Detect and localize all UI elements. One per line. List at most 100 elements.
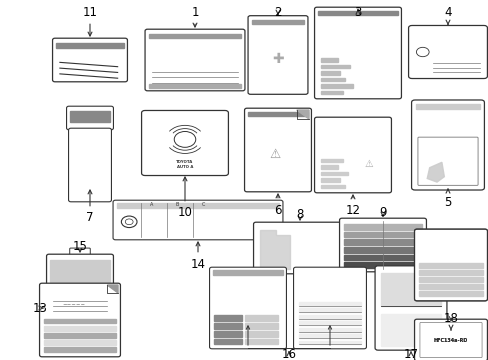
Text: B: B bbox=[176, 202, 179, 207]
Text: 5: 5 bbox=[444, 189, 451, 208]
Polygon shape bbox=[107, 285, 118, 293]
FancyBboxPatch shape bbox=[113, 200, 283, 240]
Polygon shape bbox=[419, 270, 482, 275]
Text: 15: 15 bbox=[72, 240, 87, 253]
Polygon shape bbox=[344, 224, 421, 230]
Polygon shape bbox=[248, 112, 307, 117]
Polygon shape bbox=[244, 315, 277, 321]
Polygon shape bbox=[419, 292, 482, 297]
Polygon shape bbox=[380, 314, 440, 346]
Polygon shape bbox=[298, 334, 360, 338]
FancyBboxPatch shape bbox=[68, 128, 111, 202]
Polygon shape bbox=[419, 270, 482, 275]
FancyBboxPatch shape bbox=[66, 106, 113, 130]
Text: 16: 16 bbox=[281, 348, 296, 360]
Text: HFC134a-RD: HFC134a-RD bbox=[433, 338, 467, 342]
Text: 4: 4 bbox=[443, 5, 451, 24]
Polygon shape bbox=[298, 321, 360, 325]
Polygon shape bbox=[244, 323, 277, 329]
Text: C: C bbox=[202, 202, 205, 207]
Text: 1: 1 bbox=[191, 5, 198, 27]
Text: 8: 8 bbox=[296, 208, 303, 221]
Polygon shape bbox=[149, 33, 241, 38]
Polygon shape bbox=[320, 172, 347, 175]
FancyBboxPatch shape bbox=[52, 38, 127, 82]
FancyBboxPatch shape bbox=[414, 229, 487, 301]
FancyBboxPatch shape bbox=[408, 26, 487, 78]
Polygon shape bbox=[427, 162, 444, 182]
Circle shape bbox=[125, 219, 133, 225]
Polygon shape bbox=[298, 315, 360, 319]
FancyBboxPatch shape bbox=[419, 323, 481, 357]
Polygon shape bbox=[419, 284, 482, 289]
Polygon shape bbox=[320, 90, 342, 94]
FancyBboxPatch shape bbox=[253, 222, 346, 274]
Text: TOYOTA
AUTO A: TOYOTA AUTO A bbox=[176, 160, 193, 169]
Polygon shape bbox=[344, 232, 421, 237]
FancyBboxPatch shape bbox=[411, 100, 484, 190]
FancyBboxPatch shape bbox=[247, 16, 307, 94]
FancyBboxPatch shape bbox=[339, 218, 426, 272]
Text: 7: 7 bbox=[86, 190, 94, 225]
Polygon shape bbox=[298, 308, 360, 312]
Text: ~~~~~: ~~~~~ bbox=[62, 302, 85, 307]
Text: 2: 2 bbox=[274, 5, 281, 18]
Polygon shape bbox=[419, 284, 482, 289]
Polygon shape bbox=[320, 64, 349, 68]
Polygon shape bbox=[380, 273, 440, 306]
FancyBboxPatch shape bbox=[314, 117, 391, 193]
FancyBboxPatch shape bbox=[417, 137, 477, 185]
Polygon shape bbox=[320, 77, 345, 81]
Polygon shape bbox=[214, 339, 242, 345]
Text: 17: 17 bbox=[403, 348, 418, 360]
Polygon shape bbox=[320, 165, 337, 169]
Polygon shape bbox=[296, 110, 308, 119]
Polygon shape bbox=[320, 159, 342, 162]
FancyBboxPatch shape bbox=[142, 111, 228, 176]
Polygon shape bbox=[419, 292, 482, 297]
Polygon shape bbox=[44, 319, 115, 323]
Polygon shape bbox=[56, 43, 123, 48]
Polygon shape bbox=[50, 260, 109, 282]
Polygon shape bbox=[70, 111, 110, 122]
Polygon shape bbox=[320, 178, 340, 182]
Polygon shape bbox=[419, 263, 482, 268]
Polygon shape bbox=[344, 255, 421, 260]
FancyBboxPatch shape bbox=[414, 229, 487, 301]
FancyBboxPatch shape bbox=[70, 248, 90, 260]
Text: ⚠: ⚠ bbox=[364, 159, 372, 168]
Polygon shape bbox=[419, 263, 482, 268]
Polygon shape bbox=[213, 270, 282, 275]
Text: A: A bbox=[150, 202, 153, 207]
Text: 6: 6 bbox=[274, 194, 281, 216]
Text: 13: 13 bbox=[33, 301, 47, 315]
Polygon shape bbox=[214, 323, 242, 329]
Polygon shape bbox=[214, 315, 242, 321]
FancyBboxPatch shape bbox=[145, 29, 244, 91]
Polygon shape bbox=[44, 326, 115, 330]
Polygon shape bbox=[298, 341, 360, 345]
Polygon shape bbox=[44, 340, 115, 345]
Polygon shape bbox=[244, 339, 277, 345]
Polygon shape bbox=[44, 333, 115, 338]
Polygon shape bbox=[344, 247, 421, 253]
Polygon shape bbox=[416, 104, 479, 109]
Text: 12: 12 bbox=[345, 195, 360, 216]
Polygon shape bbox=[320, 58, 337, 62]
FancyBboxPatch shape bbox=[40, 283, 120, 357]
Text: 11: 11 bbox=[82, 5, 97, 36]
Polygon shape bbox=[44, 347, 115, 352]
Polygon shape bbox=[117, 203, 279, 208]
FancyBboxPatch shape bbox=[244, 108, 311, 192]
Polygon shape bbox=[260, 230, 290, 269]
Polygon shape bbox=[149, 84, 241, 87]
Polygon shape bbox=[320, 84, 352, 87]
Text: 3: 3 bbox=[354, 5, 361, 18]
Text: ✚: ✚ bbox=[272, 52, 283, 66]
Polygon shape bbox=[320, 185, 345, 188]
Text: 10: 10 bbox=[177, 177, 192, 220]
Polygon shape bbox=[344, 239, 421, 245]
Polygon shape bbox=[419, 277, 482, 282]
Polygon shape bbox=[251, 20, 304, 24]
Polygon shape bbox=[418, 138, 476, 185]
